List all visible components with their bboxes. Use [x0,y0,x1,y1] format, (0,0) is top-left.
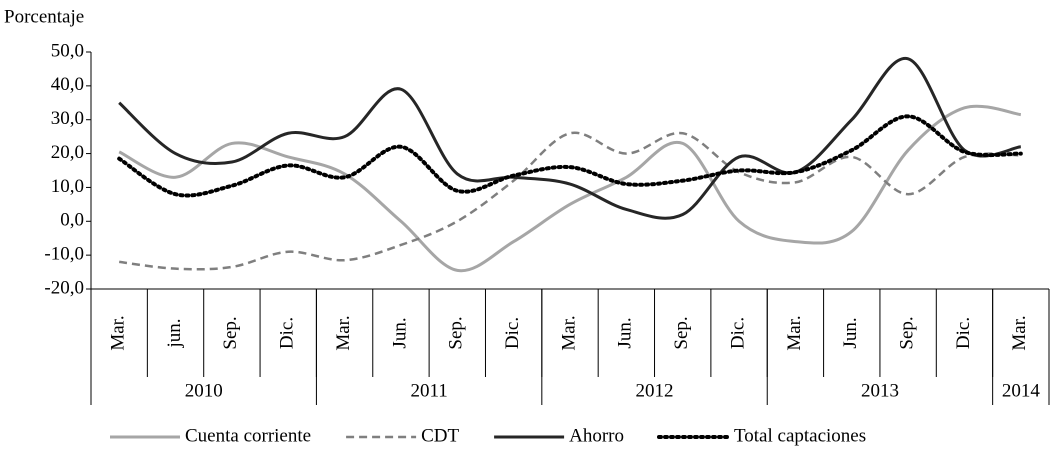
series-line [119,131,1021,271]
y-tick-label: 50,0 [51,40,84,61]
y-tick-label: -20,0 [44,277,84,298]
x-tick-label: Mar. [558,315,579,350]
y-tick-label: 0,0 [60,210,84,231]
y-axis-label: Porcentaje [4,6,84,27]
x-tick-label: Sep. [896,316,917,349]
legend-label: CDT [421,425,459,446]
x-tick-label: Jun. [840,317,861,348]
x-tick-label: Dic. [277,317,298,349]
y-tick-label: 20,0 [51,142,84,163]
x-tick-label: Jun. [389,317,410,348]
x-tick-label: Sep. [220,316,241,349]
y-tick-label: 30,0 [51,108,84,129]
year-label: 2010 [185,380,223,401]
x-tick-label: Mar. [784,315,805,350]
x-tick-label: Dic. [953,317,974,349]
legend-label: Cuenta corriente [185,425,311,446]
series-line [117,114,1023,198]
x-tick-label: Mar. [1009,315,1030,350]
x-tick-label: Mar. [108,315,129,350]
legend-label: Total captaciones [734,425,866,446]
y-tick-label: 40,0 [51,74,84,95]
year-label: 2013 [861,380,899,401]
x-tick-label: Sep. [446,316,467,349]
x-tick-label: Mar. [333,315,354,350]
year-label: 2014 [1002,380,1041,401]
x-tick-label: Dic. [502,317,523,349]
y-tick-label: 10,0 [51,176,84,197]
year-label: 2011 [410,380,447,401]
x-tick-label: Dic. [727,317,748,349]
series-line [118,104,1022,273]
x-tick-label: Jun. [615,317,636,348]
y-tick-label: -10,0 [44,244,84,265]
legend-label: Ahorro [569,425,624,446]
year-label: 2012 [636,380,674,401]
x-tick-label: Sep. [671,316,692,349]
series-line [118,57,1022,220]
x-tick-label: jun. [164,318,185,348]
